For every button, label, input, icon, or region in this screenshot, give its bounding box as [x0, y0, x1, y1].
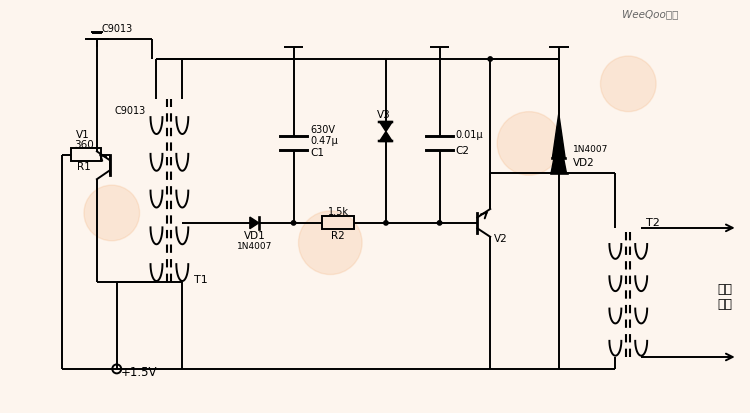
Text: 高压
输出: 高压 输出 [718, 283, 733, 311]
Text: WeeQoo维库: WeeQoo维库 [622, 9, 678, 19]
Text: C9013: C9013 [102, 24, 133, 34]
Text: 360: 360 [74, 140, 94, 150]
Text: 1N4007: 1N4007 [573, 145, 608, 154]
Circle shape [291, 221, 296, 225]
Text: V3: V3 [377, 110, 391, 120]
Circle shape [497, 112, 561, 175]
Polygon shape [552, 114, 566, 158]
Text: 630V: 630V [310, 125, 335, 135]
Text: V2: V2 [494, 234, 508, 244]
Text: R1: R1 [77, 162, 91, 172]
Text: 1.5k: 1.5k [328, 207, 349, 217]
Bar [71, 148, 100, 161]
Text: C2: C2 [455, 146, 470, 157]
Text: 1N4007: 1N4007 [237, 242, 272, 251]
Circle shape [488, 57, 493, 61]
Text: +1.5V: +1.5V [121, 366, 158, 379]
Bar [322, 216, 354, 229]
Text: T1: T1 [194, 275, 208, 285]
Circle shape [437, 221, 442, 225]
Polygon shape [250, 217, 259, 229]
Text: VD2: VD2 [573, 158, 595, 168]
Circle shape [384, 221, 388, 225]
Text: C9013: C9013 [115, 106, 146, 116]
Polygon shape [380, 131, 392, 141]
Circle shape [298, 211, 362, 275]
Circle shape [601, 56, 656, 112]
Circle shape [84, 185, 140, 241]
Text: T2: T2 [646, 218, 660, 228]
Text: V1: V1 [76, 131, 90, 140]
Text: R2: R2 [332, 231, 345, 241]
Text: VD1: VD1 [244, 231, 266, 241]
Text: C1: C1 [310, 148, 325, 158]
Polygon shape [380, 121, 392, 131]
Text: 0.47µ: 0.47µ [310, 136, 338, 147]
Polygon shape [551, 133, 566, 173]
Text: 0.01µ: 0.01µ [455, 131, 483, 140]
